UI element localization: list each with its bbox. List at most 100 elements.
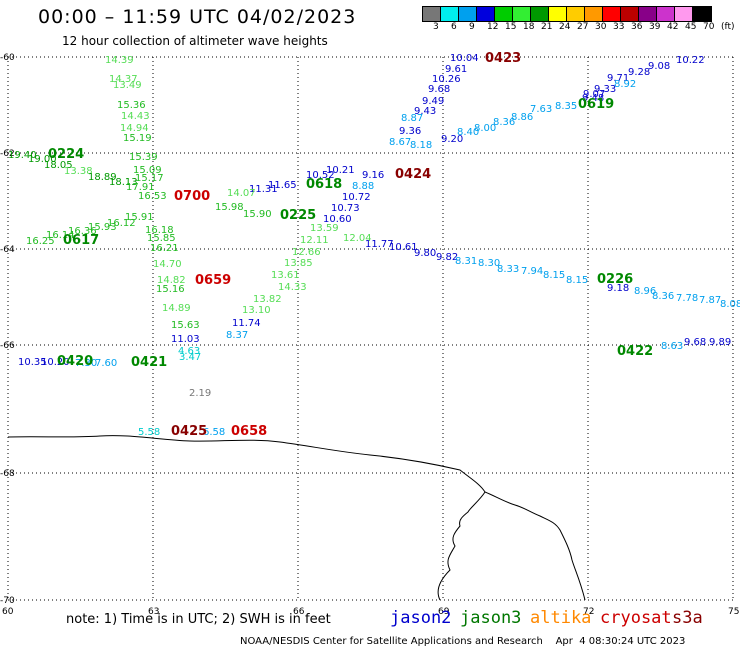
legend-level-label: 30 <box>595 22 607 32</box>
swh-value-label: 16.21 <box>150 243 179 254</box>
legend-level-label: 45 <box>685 22 697 32</box>
legend-level-label: 70 <box>703 22 715 32</box>
swh-value-label: 8.00 <box>474 123 496 134</box>
swh-value-label: 16.12 <box>107 218 136 229</box>
swh-value-label: 9.68 <box>428 84 450 95</box>
swh-value-label: 7.60 <box>95 358 117 369</box>
swh-value-label: 17.91 <box>126 182 155 193</box>
swh-value-label: 14.43 <box>121 111 150 122</box>
swh-value-label: 11.03 <box>171 334 200 345</box>
swh-value-label: 10.60 <box>323 214 352 225</box>
swh-value-label: 9.61 <box>445 64 467 75</box>
legend-level-label: 36 <box>631 22 643 32</box>
legend-swatch <box>675 7 693 21</box>
swh-value-label: 14.89 <box>162 303 191 314</box>
swh-value-label: 14.37 <box>109 74 138 85</box>
track-labels: 10.229.089.289.719.339.0710.049.6110.269… <box>8 51 740 439</box>
swh-value-label: 8.67 <box>389 137 411 148</box>
swh-value-label: 10.22 <box>676 55 705 66</box>
satellite-legend-item: jason2 <box>390 608 452 628</box>
pass-time-label: 0224 <box>48 147 84 162</box>
pass-time-label: 0420 <box>57 354 93 369</box>
swh-value-label: 5.58 <box>138 427 160 438</box>
swh-value-label: 14.82 <box>157 275 186 286</box>
pass-time-label: 0700 <box>174 189 210 204</box>
legend-level-label: 21 <box>541 22 553 32</box>
legend-level-label: 39 <box>649 22 661 32</box>
pass-time-label: 0617 <box>63 233 99 248</box>
swh-value-label: 8.36 <box>652 291 674 302</box>
swh-value-label: 15.17 <box>135 173 164 184</box>
swh-value-label: 16.36 <box>68 226 97 237</box>
legend-level-label: 18 <box>523 22 535 32</box>
pass-time-label: 0421 <box>131 355 167 370</box>
satellite-legend-item: s3a <box>672 608 703 628</box>
swh-value-label: 10.72 <box>342 192 371 203</box>
swh-value-label: 13.38 <box>64 166 93 177</box>
legend-swatch <box>441 7 459 21</box>
swh-value-label: 16.53 <box>138 191 167 202</box>
lat-lon-grid <box>7 56 734 601</box>
swh-value-label: 7.87 <box>699 295 721 306</box>
swh-value-label: 9.28 <box>628 67 650 78</box>
swh-value-label: 16.18 <box>145 225 174 236</box>
swh-value-label: 15.09 <box>133 165 162 176</box>
pass-time-label: 0659 <box>195 273 231 288</box>
swh-value-label: 15.19 <box>123 133 152 144</box>
swh-value-label: 13.49 <box>113 80 142 91</box>
swh-value-label: 7.30 <box>75 358 97 369</box>
swh-value-label: 15.63 <box>171 320 200 331</box>
swh-value-label: 18.89 <box>88 172 117 183</box>
swh-value-label: 8.36 <box>493 117 515 128</box>
pass-time-label: 0226 <box>597 272 633 287</box>
legend-level-label: 42 <box>667 22 679 32</box>
swh-value-label: 9.08 <box>648 61 670 72</box>
legend-swatch <box>657 7 675 21</box>
swh-value-label: 9.49 <box>422 96 444 107</box>
swh-value-label: 9.33 <box>594 84 616 95</box>
swh-value-label: 15.91 <box>125 212 154 223</box>
satellite-legend-item: jason3 <box>460 608 522 628</box>
legend-level-label: 33 <box>613 22 625 32</box>
swh-value-label: 11.65 <box>268 180 297 191</box>
swh-value-label: 8.40 <box>457 127 479 138</box>
pass-time-label: 0423 <box>485 51 521 66</box>
lat-label: -60 <box>0 53 15 63</box>
swh-value-label: 9.48 <box>582 93 604 104</box>
swh-value-label: 8.87 <box>401 113 423 124</box>
legend-swatch <box>585 7 603 21</box>
credit-line: NOAA/NESDIS Center for Satellite Applica… <box>240 636 686 647</box>
swh-value-label: 15.16 <box>156 284 185 295</box>
swh-value-label: 16.25 <box>26 236 55 247</box>
legend-level-label: 24 <box>559 22 571 32</box>
swh-value-label: 8.15 <box>543 270 565 281</box>
lon-label: 60 <box>2 607 14 617</box>
swh-value-label: 11.74 <box>232 318 261 329</box>
swh-value-label: 12.66 <box>292 247 321 258</box>
color-scale-bar <box>422 6 712 22</box>
legend-swatch <box>603 7 621 21</box>
swh-value-label: 16.14 <box>46 230 75 241</box>
lon-label: 66 <box>293 607 305 617</box>
swh-value-label: 13.82 <box>253 294 282 305</box>
map-frame <box>8 57 733 600</box>
swh-value-label: 8.35 <box>555 101 577 112</box>
swh-value-label: 12.04 <box>343 233 372 244</box>
lat-label: -66 <box>0 341 15 351</box>
lon-label: 69 <box>438 607 450 617</box>
swh-value-label: 8.63 <box>661 341 683 352</box>
lon-label: 72 <box>583 607 594 617</box>
swh-value-label: 19.40 <box>8 150 37 161</box>
swh-value-label: 7.63 <box>530 104 552 115</box>
swh-value-label: 13.85 <box>284 258 313 269</box>
swh-value-label: 8.18 <box>410 140 432 151</box>
legend-unit: (ft) <box>721 22 735 32</box>
legend-swatch <box>621 7 639 21</box>
swh-value-label: 10.35 <box>18 357 47 368</box>
pass-time-label: 0618 <box>306 177 342 192</box>
legend-level-label: 15 <box>505 22 517 32</box>
swh-value-label: 8.30 <box>478 258 500 269</box>
swh-value-label: 9.80 <box>414 248 436 259</box>
swh-value-label: 15.93 <box>88 222 117 233</box>
